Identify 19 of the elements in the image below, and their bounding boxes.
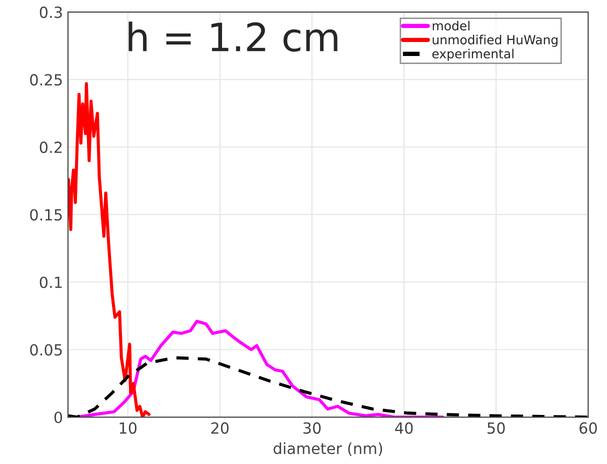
y-tick-label: 0.05 xyxy=(30,344,62,356)
legend-label: unmodified HuWang xyxy=(432,34,558,47)
y-tick-label: 0.25 xyxy=(30,74,62,86)
y-tick-label: 0.1 xyxy=(40,276,62,288)
y-tick-label: 0.2 xyxy=(40,142,62,154)
line-series xyxy=(68,82,151,418)
legend-label: model xyxy=(432,20,470,30)
y-tick-label: 0 xyxy=(54,412,62,424)
x-tick-label: 10 xyxy=(120,422,137,434)
y-tick-label: 0.3 xyxy=(40,6,62,18)
x-tick-label: 60 xyxy=(580,422,597,434)
annotation: h = 1.2 cm xyxy=(128,22,338,52)
x-tick-label: 20 xyxy=(211,422,229,434)
x-axis-title: diameter (nm) xyxy=(274,442,382,456)
y-tick-label: 0.15 xyxy=(30,209,62,221)
x-tick-label: 50 xyxy=(488,422,505,434)
x-tick-label: 40 xyxy=(395,422,413,434)
legend-label: experimental xyxy=(432,48,514,61)
x-tick-label: 30 xyxy=(303,422,321,434)
